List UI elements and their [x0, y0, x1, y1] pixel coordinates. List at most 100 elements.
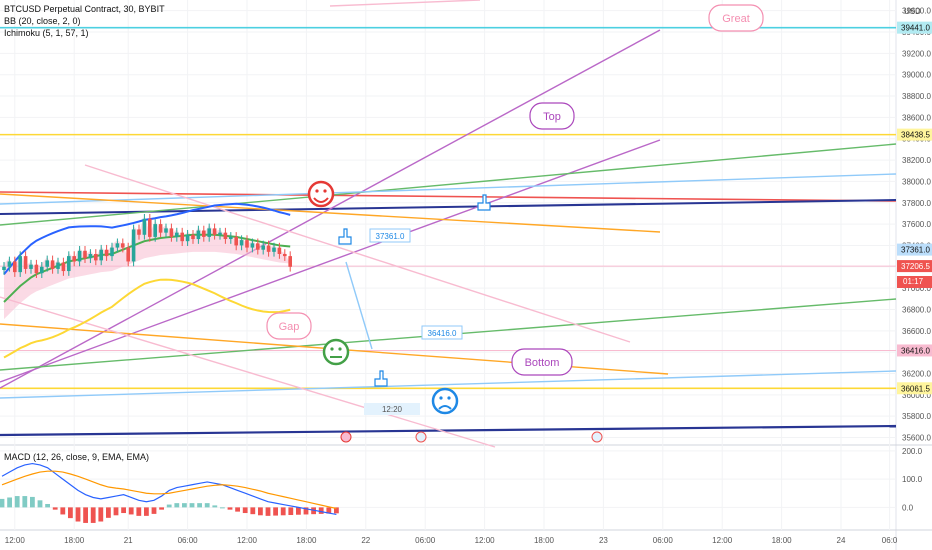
smiley-happy-eye	[323, 189, 327, 193]
macd-histogram-bar	[68, 507, 73, 519]
macd-histogram-bar	[242, 507, 248, 514]
macd-histogram-bar	[30, 496, 35, 508]
y-tick-label: 37800.0	[902, 199, 931, 208]
macd-histogram-bar	[258, 507, 263, 516]
candle	[23, 256, 28, 269]
macd-histogram-bar	[280, 507, 286, 516]
y-tick-label: 38800.0	[902, 92, 931, 101]
macd-histogram-bar	[189, 503, 195, 508]
annotations: Great Top Gap Bottom 37361.0 36416.0	[266, 4, 764, 443]
candle	[245, 240, 249, 248]
smiley-sad-eye	[447, 396, 451, 400]
y-tick-label: 38200.0	[902, 156, 931, 165]
hand-marker-icon	[338, 228, 352, 245]
macd-histogram-bar	[37, 500, 43, 508]
macd-histogram-bar	[45, 503, 50, 508]
x-tick-label: 24	[837, 536, 846, 545]
x-tick-label: 12:00	[475, 536, 496, 545]
macd-line	[1, 462, 337, 516]
macd-histogram-bar	[204, 503, 210, 508]
macd-histogram-bar	[166, 504, 172, 508]
currency-label: USD	[904, 7, 921, 16]
macd-histogram-bar	[159, 507, 164, 510]
macd-tick-label: 200.0	[902, 447, 923, 456]
y-tick-label: 39000.0	[902, 71, 931, 80]
macd-histogram-bar	[303, 507, 309, 515]
candle	[148, 218, 152, 237]
trend-line-purple	[0, 29, 661, 389]
macd-plot	[0, 462, 339, 523]
macd-histogram-bar	[197, 503, 202, 508]
callout-great-bubble	[708, 4, 764, 32]
x-tick-label: 21	[124, 536, 133, 545]
price-callout-text: 37361.0	[376, 232, 405, 241]
trend-line-green	[0, 143, 897, 226]
callout-top-bubble	[529, 102, 575, 130]
macd-histogram-bar	[113, 507, 119, 516]
countdown-box	[897, 276, 932, 288]
macd-histogram-bar	[288, 507, 294, 516]
candle	[191, 234, 195, 240]
macd-histogram-bar	[14, 496, 20, 508]
hand-marker-icon	[477, 194, 491, 211]
trend-line-pink	[0, 296, 496, 448]
candle	[164, 228, 168, 233]
candle	[72, 256, 76, 262]
candle	[142, 218, 147, 235]
bollinger-upper-band	[3, 202, 291, 275]
y-tick-label: 39600.0	[902, 7, 931, 16]
price-tag-text: 38438.5	[901, 131, 930, 140]
candle	[121, 243, 125, 248]
macd-histogram-bar	[296, 507, 301, 515]
macd-histogram-bar	[318, 507, 324, 514]
candle	[110, 247, 114, 257]
macd-histogram-bar	[106, 507, 111, 518]
macd-histogram-bar	[22, 496, 28, 508]
candle	[56, 262, 60, 269]
x-tick-label: 18:00	[772, 536, 793, 545]
price-callout-box	[369, 228, 411, 243]
price-tag-text: 37206.5	[901, 262, 930, 271]
smiley-sad-eye	[439, 396, 443, 400]
candle	[169, 228, 174, 237]
bb-legend: BB (20, close, 2, 0)	[4, 16, 81, 26]
price-tag-text: 37361.0	[901, 246, 930, 255]
candle	[7, 261, 12, 267]
smiley-mouth	[438, 405, 452, 410]
candle	[180, 232, 184, 242]
candle	[239, 240, 244, 246]
candle	[137, 229, 141, 235]
candle	[94, 253, 98, 261]
macd-histogram-bar	[273, 507, 278, 516]
x-tick-label: 12:00	[5, 536, 26, 545]
macd-histogram-bar	[90, 507, 96, 523]
price-tag	[897, 21, 932, 34]
y-tick-label: 36000.0	[902, 391, 931, 400]
y-tick-label: 36600.0	[902, 327, 931, 336]
callout-great-text: Great	[722, 13, 750, 25]
macd-histogram-bar	[0, 498, 5, 508]
x-tick-label: 06:00	[178, 536, 199, 545]
y-tick-label: 36800.0	[902, 305, 931, 314]
callout-gap-text: Gap	[279, 321, 300, 333]
macd-histogram-bar	[83, 507, 88, 523]
x-tick-label: 18:00	[296, 536, 317, 545]
price-tag	[897, 344, 932, 357]
macd-histogram-bar	[182, 503, 187, 508]
x-tick-label: 18:00	[534, 536, 555, 545]
macd-histogram-bar	[136, 507, 142, 516]
candle	[40, 266, 44, 274]
x-tick-label: 12:00	[712, 536, 733, 545]
macd-histogram-bar	[52, 507, 58, 510]
candle	[158, 224, 163, 233]
hand-marker-icon	[374, 370, 388, 387]
macd-histogram-bar	[174, 503, 180, 508]
candle	[202, 230, 206, 237]
candle	[126, 247, 130, 262]
candle	[266, 245, 271, 252]
callout-top-text: Top	[543, 111, 561, 123]
candle	[18, 256, 22, 273]
price-tag-text: 36061.5	[901, 384, 930, 393]
